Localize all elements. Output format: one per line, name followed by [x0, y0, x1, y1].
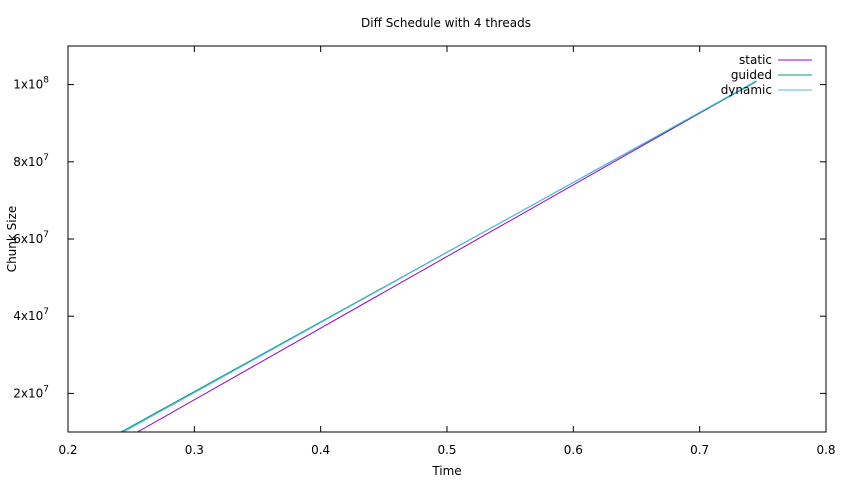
y-tick-label: 2x107 [13, 384, 49, 400]
series-line-static [137, 84, 751, 432]
y-tick-label: 4x107 [13, 307, 49, 323]
x-axis-label: Time [431, 464, 461, 478]
series-line-dynamic [123, 80, 757, 432]
x-tick-label: 0.2 [58, 443, 77, 457]
legend-label-guided: guided [731, 68, 772, 82]
x-tick-label: 0.6 [564, 443, 583, 457]
legend-label-dynamic: dynamic [721, 83, 772, 97]
y-tick-label: 1x108 [13, 76, 49, 92]
y-axis-label: Chunk Size [5, 206, 19, 273]
y-tick-label: 6x107 [13, 230, 49, 246]
x-tick-label: 0.8 [816, 443, 835, 457]
plot-area: 0.2 0.3 0.4 0.5 0.6 0.7 0.8 2x107 4x107 6x107 8x10… [13, 45, 836, 457]
x-tick-label: 0.3 [185, 443, 204, 457]
y-tick-label: 8x107 [13, 153, 49, 169]
plot-frame [67, 45, 827, 433]
chart-title: Diff Schedule with 4 threads [361, 16, 531, 30]
x-tick-label: 0.7 [690, 443, 709, 457]
x-tick-label: 0.4 [311, 443, 330, 457]
x-tick-label: 0.5 [437, 443, 456, 457]
legend-label-static: static [739, 53, 772, 67]
